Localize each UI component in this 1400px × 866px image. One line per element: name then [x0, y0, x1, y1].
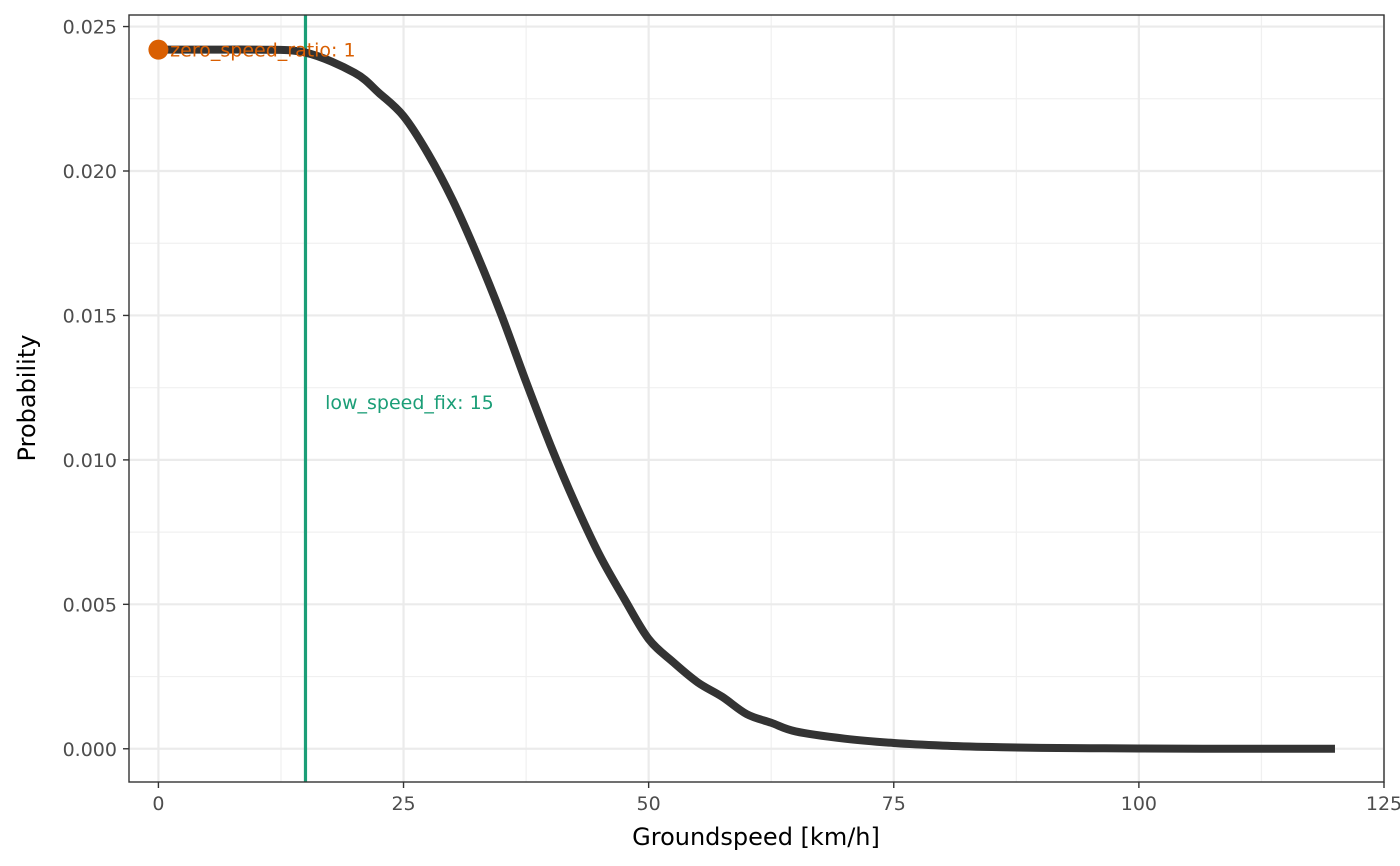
x-tick-label: 125 — [1366, 793, 1400, 815]
x-axis-title: Groundspeed [km/h] — [632, 823, 880, 851]
probability-curve — [158, 45, 1335, 753]
x-axis: 0 25 50 75 100 125 — [152, 782, 1400, 815]
zero-speed-point — [148, 39, 169, 60]
low-speed-fix-label: low_speed_fix: 15 — [325, 392, 494, 414]
y-axis-title: Probability — [13, 335, 41, 462]
x-tick-label: 0 — [152, 793, 164, 815]
y-tick-label: 0.025 — [63, 17, 117, 39]
x-tick-label: 25 — [391, 793, 415, 815]
zero-speed-ratio-label: zero_speed_ratio: 1 — [170, 40, 355, 62]
chart-marks: zero_speed_ratio: 1 low_speed_fix: 15 — [148, 15, 1335, 782]
grid-minor — [129, 15, 1384, 782]
y-tick-label: 0.005 — [63, 594, 117, 616]
plot-panel — [129, 15, 1384, 782]
y-tick-label: 0.010 — [63, 450, 117, 472]
grid-major — [129, 15, 1386, 782]
y-tick-label: 0.020 — [63, 161, 117, 183]
y-tick-label: 0.015 — [63, 305, 117, 327]
x-tick-label: 75 — [882, 793, 906, 815]
y-axis: 0.000 0.005 0.010 0.015 0.020 0.025 — [63, 17, 129, 761]
y-tick-label: 0.000 — [63, 739, 117, 761]
x-tick-label: 100 — [1121, 793, 1157, 815]
panel-border — [128, 14, 1385, 783]
x-tick-label: 50 — [637, 793, 661, 815]
